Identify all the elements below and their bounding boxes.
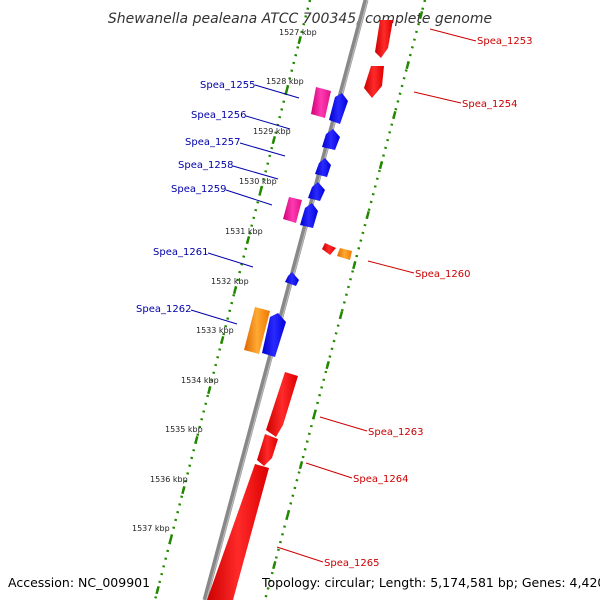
kbp-label: 1531 kbp (225, 227, 263, 236)
tick-dash (325, 360, 330, 370)
tick-dash (155, 585, 160, 595)
gene-features (207, 20, 393, 600)
kbp-label: 1529 kbp (253, 127, 291, 136)
gene-label-spea-1263[interactable]: Spea_1263 (368, 427, 423, 438)
gene-label-spea-1260[interactable]: Spea_1260 (415, 269, 470, 280)
leader-line (232, 165, 279, 180)
leader-line (319, 416, 368, 432)
gene-label-spea-1253[interactable]: Spea_1253 (477, 36, 532, 47)
tick-dash (232, 285, 238, 295)
gene-spea-1263[interactable] (266, 372, 298, 437)
tick-dash (405, 60, 410, 70)
gene-spea-1254[interactable] (364, 66, 384, 98)
gene-label-spea-1254[interactable]: Spea_1254 (462, 99, 517, 110)
tick-dash (271, 135, 277, 145)
tick-dash (418, 10, 424, 20)
kbp-ticks (155, 10, 424, 595)
leader-line (254, 84, 300, 99)
kbp-label: 1527 kbp (279, 28, 317, 37)
tick-dash (312, 410, 317, 420)
accession-text: Accession: NC_009901 (8, 575, 150, 590)
leader-line (413, 91, 462, 104)
kbp-label: 1528 kbp (266, 77, 304, 86)
kbp-tick-labels: 1527 kbp 1528 kbp 1529 kbp 1530 kbp 1531… (132, 28, 317, 533)
leader-line (245, 115, 291, 130)
tick-dash (297, 35, 302, 45)
kbp-label: 1533 kbp (196, 326, 234, 335)
gene-label-spea-1258[interactable]: Spea_1258 (178, 160, 233, 171)
gene-spea-1262-blue[interactable] (262, 313, 286, 357)
tick-dash (181, 485, 186, 495)
kbp-label: 1537 kbp (132, 524, 170, 533)
tick-dash (219, 335, 225, 345)
kbp-label: 1535 kbp (165, 425, 203, 434)
gene-spea-1259-magenta[interactable] (283, 197, 302, 223)
gene-label-spea-1257[interactable]: Spea_1257 (185, 137, 240, 148)
tick-dash (284, 85, 290, 95)
gene-label-spea-1255[interactable]: Spea_1255 (200, 80, 255, 91)
gene-spea-1255-magenta[interactable] (311, 87, 331, 118)
tick-dash (365, 210, 370, 220)
tick-dash (168, 535, 173, 545)
gene-spea-1265[interactable] (207, 464, 269, 600)
gene-spea-1259-blue[interactable] (300, 203, 318, 228)
tick-dash (258, 185, 264, 195)
gene-label-spea-1265[interactable]: Spea_1265 (324, 558, 379, 569)
gene-label-spea-1262[interactable]: Spea_1262 (136, 304, 191, 315)
gene-spea-1256[interactable] (322, 129, 340, 150)
gene-label-spea-1256[interactable]: Spea_1256 (191, 110, 246, 121)
tick-dash (352, 260, 357, 270)
leader-line (190, 309, 238, 325)
tick-dash (245, 235, 251, 245)
gene-spea-1261[interactable] (285, 272, 299, 286)
leader-line (207, 252, 254, 268)
gene-label-spea-1264[interactable]: Spea_1264 (353, 474, 408, 485)
topology-text: Topology: circular; Length: 5,174,581 bp… (261, 575, 600, 590)
kbp-label: 1536 kbp (150, 475, 188, 484)
leader-line (225, 189, 273, 206)
tick-dash (194, 435, 199, 445)
tick-dash (298, 460, 304, 470)
leader-line (367, 260, 415, 274)
gene-spea-1253[interactable] (375, 20, 393, 58)
gene-spea-1262-orange[interactable] (244, 307, 270, 354)
gene-label-spea-1261[interactable]: Spea_1261 (153, 247, 208, 258)
tick-dash (392, 110, 397, 120)
gene-spea-1260-orange[interactable] (337, 248, 352, 260)
right-gene-labels: Spea_1253 Spea_1254 Spea_1260 Spea_1263 … (276, 28, 532, 569)
tick-dash (338, 310, 344, 320)
leader-line (305, 462, 353, 479)
kbp-label: 1532 kbp (211, 277, 249, 286)
gene-spea-1258[interactable] (308, 182, 325, 201)
tick-dash (207, 385, 212, 395)
leader-line (429, 28, 477, 42)
tick-dash (378, 160, 384, 170)
map-title: Shewanella pealeana ATCC 700345, complet… (108, 11, 492, 27)
gene-label-spea-1259[interactable]: Spea_1259 (171, 184, 226, 195)
left-gene-labels: Spea_1255 Spea_1256 Spea_1257 Spea_1258 … (136, 80, 300, 325)
gene-spea-1264[interactable] (257, 434, 278, 466)
gene-spea-1257[interactable] (315, 158, 331, 177)
leader-line (239, 142, 286, 157)
kbp-label: 1534 kbp (181, 376, 219, 385)
kbp-label: 1530 kbp (239, 177, 277, 186)
right-track-guide (263, 0, 427, 600)
tick-dash (272, 560, 277, 570)
gene-spea-1255-blue[interactable] (329, 93, 348, 124)
leader-line (276, 546, 324, 563)
tick-dash (285, 510, 290, 520)
gene-spea-1260-red[interactable] (322, 243, 336, 255)
